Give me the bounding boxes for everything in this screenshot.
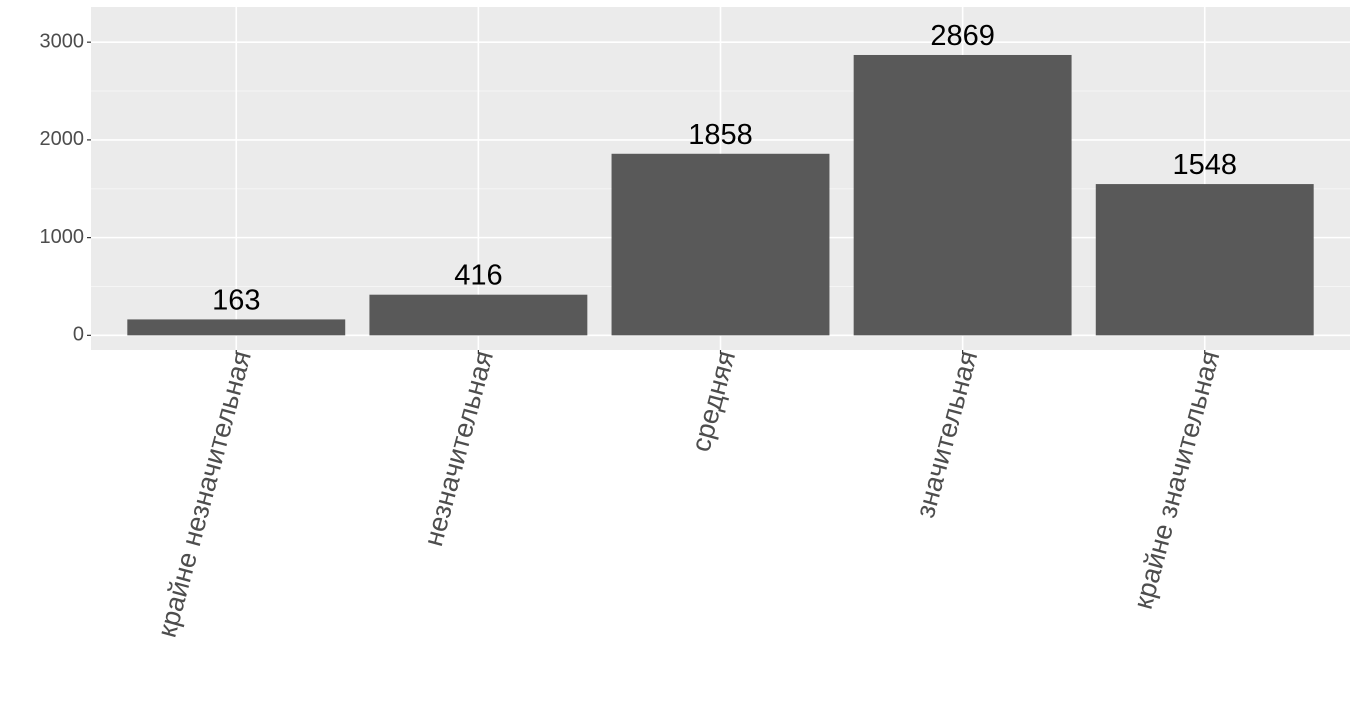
y-tick-label: 0 <box>73 324 84 346</box>
y-tick-label: 1000 <box>40 226 85 248</box>
bar <box>853 54 1072 336</box>
y-tick-label: 2000 <box>40 128 85 150</box>
bar <box>611 153 830 336</box>
x-tick-label: средняя <box>686 348 742 455</box>
value-label: 1858 <box>688 119 753 151</box>
x-tick-label: крайне незначительная <box>152 348 257 641</box>
bar <box>127 319 346 336</box>
value-label: 1548 <box>1172 149 1237 181</box>
value-label: 2869 <box>930 20 995 52</box>
value-label: 416 <box>454 260 502 292</box>
x-tick-label: значительная <box>910 348 983 521</box>
bar <box>369 294 588 336</box>
x-tick-label: незначительная <box>418 348 499 550</box>
x-tick-label: крайне значительная <box>1128 348 1226 612</box>
value-label: 163 <box>212 284 260 316</box>
bar <box>1095 184 1314 336</box>
y-tick-label: 3000 <box>40 30 85 52</box>
